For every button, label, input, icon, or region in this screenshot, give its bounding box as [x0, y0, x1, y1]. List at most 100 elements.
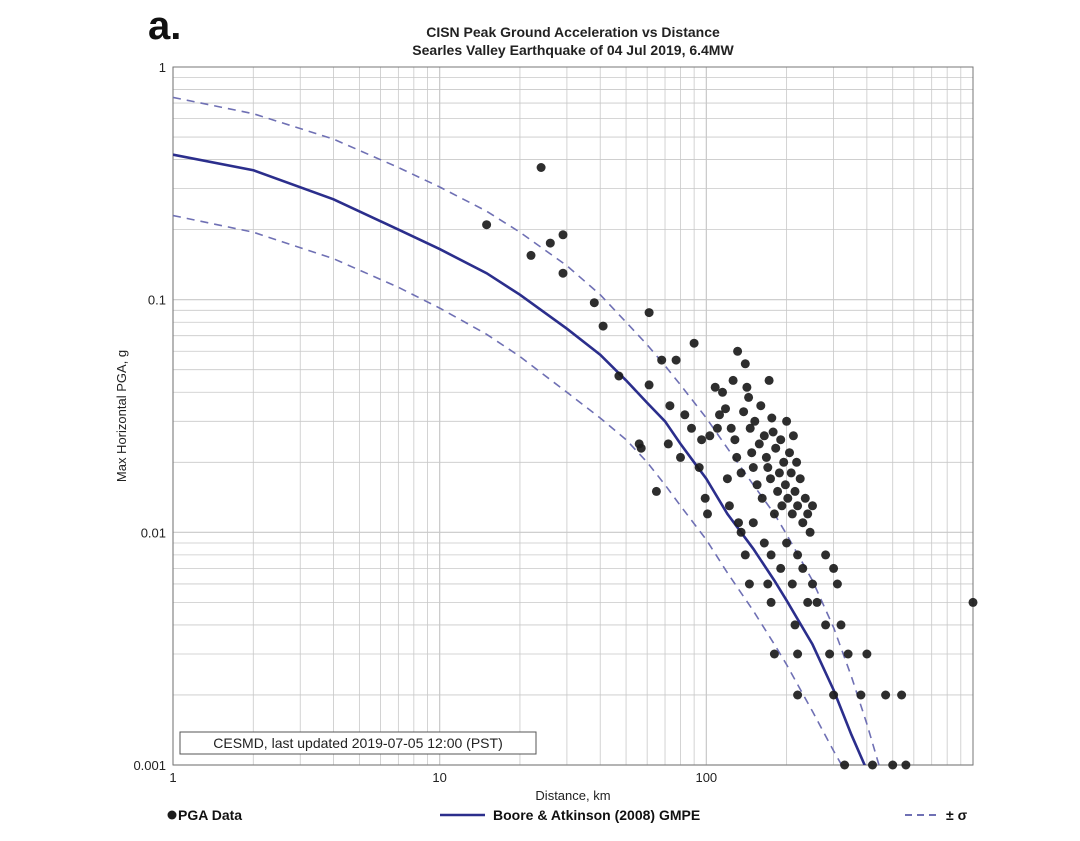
data-point — [687, 423, 696, 433]
data-point — [728, 375, 738, 385]
data-point — [744, 579, 754, 589]
y-axis-label: Max Horizontal PGA, g — [114, 350, 129, 482]
data-point — [754, 439, 764, 449]
data-point — [790, 620, 800, 630]
data-point — [805, 527, 815, 537]
legend-item-gmpe: Boore & Atkinson (2008) GMPE — [493, 807, 700, 823]
data-point — [901, 760, 911, 770]
data-point — [598, 321, 608, 331]
update-stamp-text: CESMD, last updated 2019-07-05 12:00 (PS… — [213, 735, 503, 751]
data-point — [769, 509, 779, 519]
data-point — [657, 355, 667, 365]
data-point — [777, 501, 787, 511]
data-point — [766, 474, 775, 484]
data-point — [663, 439, 673, 449]
data-point — [748, 518, 758, 528]
data-point — [764, 375, 774, 385]
data-point — [750, 416, 760, 426]
data-point — [790, 486, 800, 496]
data-point — [968, 597, 978, 607]
data-point — [783, 493, 793, 503]
data-point — [776, 435, 786, 445]
data-point — [736, 527, 746, 537]
data-point — [732, 452, 742, 462]
data-point — [680, 410, 690, 420]
y-tick-label: 1 — [159, 60, 166, 75]
data-point — [763, 463, 773, 472]
data-point — [739, 407, 749, 417]
data-point — [787, 579, 797, 589]
data-point — [700, 493, 710, 503]
data-point — [703, 509, 712, 519]
data-point — [740, 550, 750, 560]
data-point — [733, 346, 743, 356]
data-point — [694, 463, 704, 472]
data-point — [803, 597, 813, 607]
data-point — [759, 538, 769, 548]
data-point — [793, 649, 803, 659]
data-point — [782, 416, 792, 426]
data-point — [722, 474, 732, 484]
legend-item-sigma: ± σ — [946, 807, 968, 823]
data-point — [671, 355, 681, 365]
data-point — [785, 448, 794, 458]
data-point — [829, 690, 839, 700]
data-point — [752, 480, 762, 490]
x-axis-ticks: 1 10 100 — [169, 770, 717, 785]
data-point — [821, 550, 831, 560]
data-point — [808, 501, 817, 511]
data-point — [767, 413, 777, 423]
data-point — [558, 268, 568, 278]
data-point — [793, 690, 803, 700]
data-point — [793, 501, 803, 511]
data-point — [715, 410, 724, 420]
data-point — [756, 401, 766, 411]
legend-item-pga-data: PGA Data — [178, 807, 242, 823]
data-point — [768, 427, 778, 437]
x-tick-label: 100 — [695, 770, 717, 785]
data-point — [545, 238, 555, 248]
chart-title: CISN Peak Ground Acceleration vs Distanc… — [426, 24, 720, 40]
pga-data-points — [482, 163, 978, 770]
data-point — [721, 404, 730, 414]
y-tick-label: 0.1 — [148, 293, 166, 308]
data-point — [780, 480, 790, 490]
data-point — [808, 579, 817, 589]
x-tick-label: 1 — [169, 770, 176, 785]
data-point — [614, 371, 624, 381]
sigma-line — [173, 214, 843, 765]
data-point — [712, 423, 722, 433]
data-point — [761, 452, 771, 462]
data-point — [589, 298, 599, 308]
data-point — [881, 690, 891, 700]
update-stamp: CESMD, last updated 2019-07-05 12:00 (PS… — [179, 731, 537, 755]
data-point — [774, 468, 784, 478]
data-point — [829, 563, 839, 573]
plot-grid — [172, 67, 973, 766]
data-point — [651, 486, 661, 496]
gmpe-lines — [173, 96, 880, 765]
data-point — [888, 760, 898, 770]
data-point — [843, 649, 853, 659]
data-point — [718, 387, 727, 397]
data-point — [536, 163, 546, 172]
data-point — [800, 493, 810, 503]
data-point — [740, 359, 750, 369]
sigma-line — [173, 96, 880, 765]
data-point — [792, 457, 802, 467]
data-point — [868, 760, 877, 770]
data-point — [795, 474, 805, 484]
data-point — [766, 550, 776, 560]
panel-label: a. — [148, 4, 182, 48]
data-point — [773, 486, 783, 496]
data-point — [724, 501, 734, 511]
data-point — [821, 620, 831, 630]
gmpe-line — [173, 153, 867, 765]
data-point — [748, 463, 758, 472]
x-axis-label: Distance, km — [535, 788, 610, 803]
data-point — [776, 563, 786, 573]
data-point — [744, 392, 754, 402]
data-point — [836, 620, 846, 630]
data-point — [747, 448, 757, 458]
